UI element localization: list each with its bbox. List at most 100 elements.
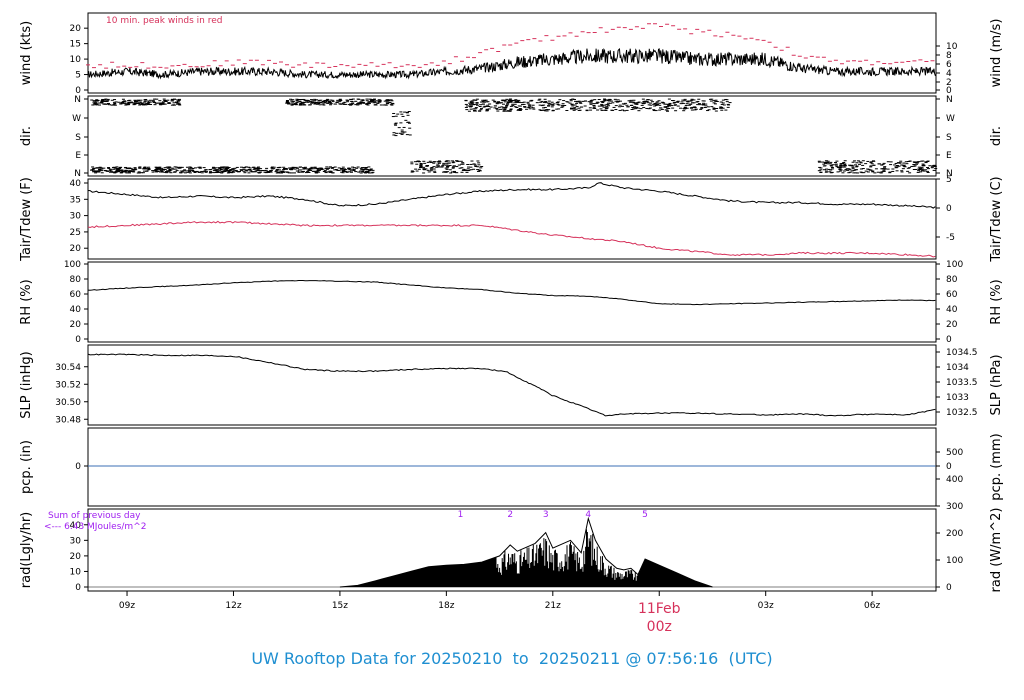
ylabel-right-pcp: pcp. (mm) (989, 433, 1004, 500)
series-line-rh-0 (87, 280, 936, 306)
y-tick-label-left: 10 (70, 567, 82, 577)
y-tick-label-left: 10 (70, 55, 82, 65)
panel-frame-dir (87, 95, 937, 177)
y-tick-label-left: 5 (75, 71, 81, 81)
x-tick-label: 09z (119, 601, 135, 611)
y-tick-label-left: 30 (70, 536, 82, 546)
y-tick-label-right: 400 (946, 475, 963, 485)
y-tick-label-left: 40 (70, 305, 82, 315)
y-tick-label-left: 0 (75, 86, 81, 96)
radiation-marker-1: 1 (458, 510, 464, 520)
y-tick-label-right: 80 (946, 275, 958, 285)
y-tick-label-right: 100 (946, 260, 963, 270)
y-tick-label-right: 0 (946, 204, 952, 214)
radiation-sum-label: Sum of previous day (48, 511, 141, 521)
ylabel-right-temp: Tair/Tdew (C) (989, 176, 1004, 262)
ylabel-left-dir: dir. (19, 126, 34, 146)
radiation-marker-2: 2 (507, 510, 513, 520)
y-tick-label-right: 1033.5 (946, 378, 978, 388)
y-tick-label-right: 2 (946, 78, 952, 88)
y-tick-label-left: 100 (64, 260, 81, 270)
ylabel-left-rh: RH (%) (19, 279, 34, 324)
dir-tick-label-right: N (946, 169, 953, 179)
y-tick-label-left: 25 (70, 228, 81, 238)
y-tick-label-right: 1033 (946, 393, 969, 403)
y-tick-label-right: 0 (946, 462, 952, 472)
y-tick-label-right: 1034 (946, 363, 969, 373)
dir-tick-label-right: W (946, 114, 955, 124)
radiation-bars (340, 529, 713, 587)
y-tick-label-left: 80 (70, 275, 82, 285)
ylabel-left-wind: wind (kts) (19, 21, 34, 85)
y-tick-label-left: 40 (70, 179, 82, 189)
y-tick-label-right: 10 (946, 42, 958, 52)
panel-frame-wind (87, 12, 937, 94)
y-tick-label-right: 0 (946, 583, 952, 593)
series-line-slp-0 (87, 353, 936, 417)
dir-tick-label-left: S (75, 133, 81, 143)
y-tick-label-left: 30.48 (55, 415, 81, 425)
y-tick-label-left: 20 (70, 552, 82, 562)
date-hour-label: 00z (647, 619, 672, 635)
y-tick-label-right: 0 (946, 86, 952, 96)
y-tick-label-right: 100 (946, 556, 963, 566)
radiation-marker-5: 5 (642, 510, 648, 520)
panel-frame-temp (87, 178, 937, 260)
dir-tick-label-left: N (74, 95, 81, 105)
ylabel-left-slp: SLP (inHg) (19, 351, 34, 419)
x-tick-label: 12z (225, 601, 241, 611)
y-tick-label-left: 40 (70, 521, 82, 531)
series-line-temp-0 (87, 182, 936, 209)
panel-frame-pcp (87, 427, 937, 507)
y-tick-label-right: -5 (946, 233, 955, 243)
x-tick-label: 21z (545, 601, 561, 611)
x-tick-label: 18z (438, 601, 454, 611)
x-tick-label: 15z (332, 601, 348, 611)
y-tick-label-right: 200 (946, 529, 963, 539)
dir-tick-label-right: N (946, 95, 953, 105)
dir-tick-label-left: W (72, 114, 81, 124)
y-tick-label-right: 40 (946, 305, 958, 315)
y-tick-label-left: 60 (70, 290, 82, 300)
y-tick-label-left: 0 (75, 335, 81, 345)
panel-frame-rh (87, 261, 937, 343)
y-tick-label-left: 30.52 (55, 380, 81, 390)
ylabel-right-dir: dir. (989, 126, 1004, 146)
ylabel-left-pcp: pcp. (in) (19, 440, 34, 494)
date-label: 11Feb (638, 601, 681, 617)
series-line-wind-0 (87, 47, 937, 80)
y-tick-label-right: 1034.5 (946, 348, 978, 358)
series-line-temp-1 (87, 220, 936, 258)
y-tick-label-left: 20 (70, 24, 82, 34)
x-tick-label: 03z (758, 601, 774, 611)
y-tick-label-left: 30 (70, 212, 82, 222)
radiation-marker-4: 4 (585, 510, 591, 520)
panel-frame-rad (87, 508, 937, 592)
ylabel-left-temp: Tair/Tdew (F) (19, 177, 34, 262)
y-tick-label-right: 5 (946, 175, 952, 185)
radiation-envelope (339, 516, 713, 588)
y-tick-label-left: 20 (70, 244, 82, 254)
dir-tick-label-left: E (75, 151, 81, 161)
y-tick-label-right: 6 (946, 60, 952, 70)
y-tick-label-right: 500 (946, 448, 963, 458)
y-tick-label-right: 20 (946, 320, 958, 330)
x-tick-label: 06z (864, 601, 880, 611)
y-tick-label-left: 30.50 (55, 398, 81, 408)
y-tick-label-right: 4 (946, 69, 952, 79)
y-tick-label-left: 0 (75, 462, 81, 472)
y-tick-label-left: 35 (70, 195, 81, 205)
y-tick-label-left: 30.54 (55, 363, 81, 373)
y-tick-label-left: 15 (70, 40, 81, 50)
ylabel-right-wind: wind (m/s) (989, 19, 1004, 88)
wind-peak-note: 10 min. peak winds in red (106, 16, 223, 26)
ylabel-right-rad: rad (W/m^2) (989, 508, 1004, 593)
ylabel-right-slp: SLP (hPa) (989, 354, 1004, 415)
ylabel-left-rad: rad(Lgly/hr) (19, 512, 34, 588)
dir-tick-label-right: E (946, 151, 952, 161)
y-tick-label-right: 300 (946, 502, 963, 512)
y-tick-label-left: 0 (75, 583, 81, 593)
dir-tick-label-left: N (74, 169, 81, 179)
wind-peak-marks (86, 23, 935, 69)
